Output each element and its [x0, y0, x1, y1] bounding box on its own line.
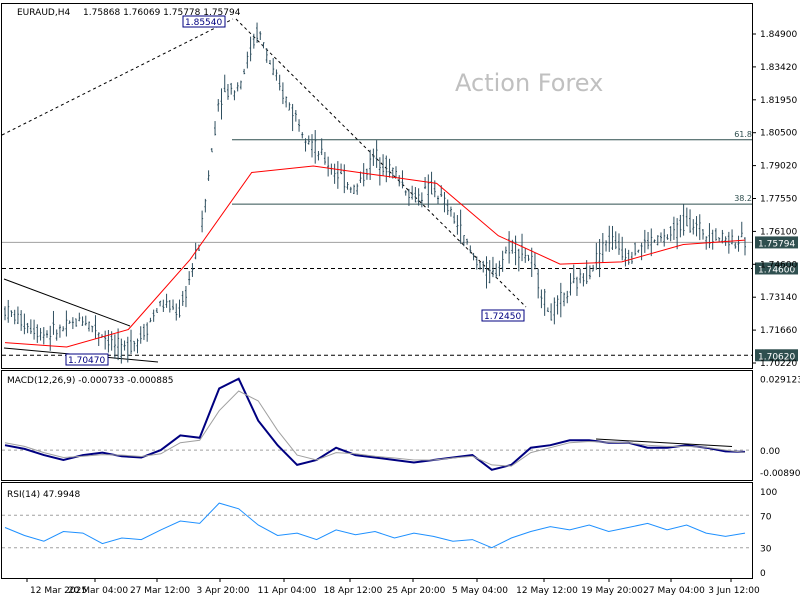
price-label-text-3: 1.74600	[758, 265, 795, 275]
price-axis-label: 1.70220	[760, 359, 797, 369]
macd-axis-label: 0.00	[760, 447, 780, 457]
time-axis-label: 19 May 20:00	[581, 586, 643, 596]
falling-trendline	[235, 18, 527, 308]
macd-layer	[2, 377, 752, 471]
price-layer: 61.8 38.2 1.75794 1.74600 1.70620 1.85540 1.72…	[1, 15, 798, 366]
time-axis-label: 12 May 12:00	[516, 586, 578, 596]
annotation-text-1: 1.72450	[484, 312, 521, 322]
price-label-text-4: 1.70620	[758, 352, 795, 362]
axis-layer: 1.84900 1.83420 1.81950 1.80500 1.79020 1.775…	[26, 30, 800, 596]
macd-signal-line	[4, 390, 746, 467]
time-axis-label: 12 Mar 2025	[30, 586, 87, 596]
annotation-text-0: 1.85540	[185, 18, 222, 28]
time-axis-label: 27 Mar 12:00	[130, 586, 190, 596]
time-axis-label: 27 May 04:00	[643, 586, 705, 596]
chart-header-ohlc: 1.75868 1.76069 1.75778 1.75794	[83, 8, 241, 18]
price-axis-label: 1.76100	[760, 227, 797, 237]
price-pane-frame	[1, 3, 753, 369]
price-axis-label: 1.83420	[760, 63, 797, 73]
moving-average-line	[4, 165, 746, 348]
time-axis-label: 20 Mar 04:00	[68, 586, 128, 596]
price-axis-label: 1.73140	[760, 293, 797, 303]
annotation-text-2: 1.70470	[68, 356, 105, 366]
price-label-box-3	[755, 262, 798, 275]
time-axis-label: 3 Jun 12:00	[708, 586, 760, 596]
price-axis-label: 1.80500	[760, 129, 797, 139]
price-axis-label: 1.84900	[760, 30, 797, 40]
rsi-title: RSI(14) 47.9948	[7, 490, 80, 500]
fib-label-38.2: 38.2	[734, 194, 752, 203]
time-axis-label: 11 Apr 04:00	[258, 586, 317, 596]
time-axis-label: 3 Apr 20:00	[197, 586, 250, 596]
price-axis-label: 1.77550	[760, 195, 797, 205]
rsi-axis-label: 0	[760, 569, 766, 579]
price-axis-label: 1.79020	[760, 162, 797, 172]
price-axis-label: 1.71660	[760, 326, 797, 336]
wedge-upper-line	[3, 278, 131, 327]
annotation-box-1	[481, 309, 525, 322]
rsi-layer	[2, 502, 752, 549]
annotation-box-2	[65, 353, 109, 366]
price-axis-label: 1.74600	[760, 260, 797, 270]
annotation-box-0	[182, 15, 226, 28]
rsi-line	[4, 502, 746, 549]
price-label-box-4	[755, 349, 798, 362]
rsi-axis-label: 100	[760, 488, 777, 498]
price-label-text-2: 1.75794	[758, 239, 795, 249]
time-axis-label: 5 May 04:00	[452, 586, 508, 596]
fib-label-61.8: 61.8	[734, 130, 752, 139]
time-axis-label: 18 Apr 12:00	[324, 586, 383, 596]
rsi-axis-label: 30	[760, 545, 772, 555]
time-axis-label: 25 Apr 20:00	[387, 586, 446, 596]
rising-trendline	[1, 18, 234, 136]
macd-axis-label: 0.029123	[760, 375, 800, 385]
chart-header-symbol: EURAUD,H4	[17, 8, 70, 18]
macd-pane-frame	[1, 370, 753, 481]
rsi-axis-label: 70	[760, 512, 772, 522]
macd-divergence-line	[595, 438, 733, 447]
price-label-box-2	[755, 236, 798, 249]
price-axis-label: 1.81950	[760, 96, 797, 106]
macd-title: MACD(12,26,9) -0.000733 -0.000885	[7, 376, 173, 386]
rsi-pane-frame	[1, 482, 753, 579]
watermark-text: Action Forex	[455, 69, 603, 97]
